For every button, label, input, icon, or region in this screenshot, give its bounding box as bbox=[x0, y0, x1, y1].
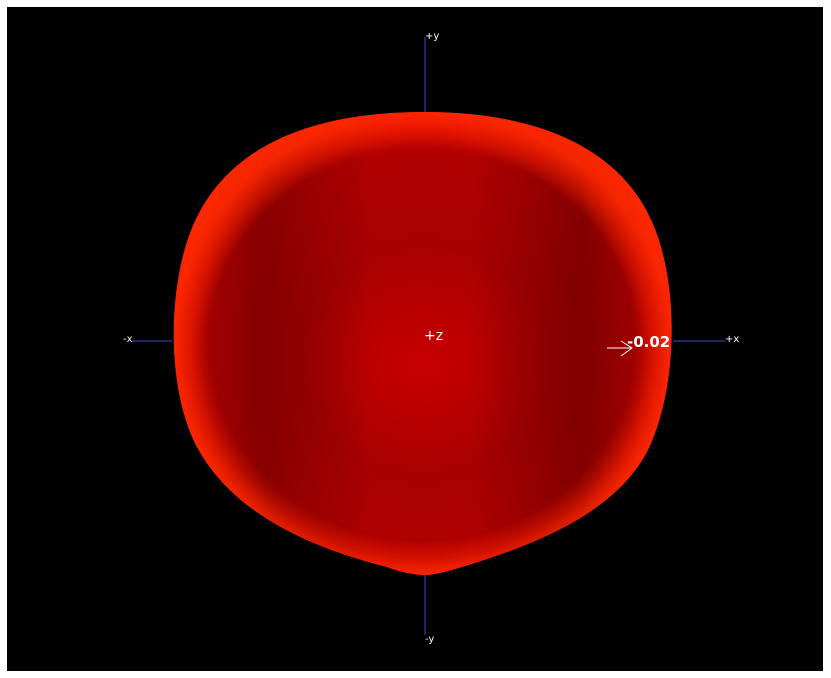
value-annotation: -0.02 bbox=[627, 333, 671, 351]
axis-label-pos-y: +y bbox=[425, 31, 440, 42]
surface-rim-glow bbox=[173, 112, 672, 575]
scene-canvas bbox=[132, 37, 725, 635]
axis-label-center-z: +z bbox=[424, 328, 444, 344]
axis-label-neg-y: -y bbox=[425, 634, 435, 645]
axis-label-neg-x: -x bbox=[123, 334, 133, 345]
3d-viewport[interactable]: +y -y -x +x +z -0.02 bbox=[7, 7, 823, 671]
axis-label-pos-x: +x bbox=[725, 334, 740, 345]
arrow-right-icon bbox=[607, 340, 633, 357]
